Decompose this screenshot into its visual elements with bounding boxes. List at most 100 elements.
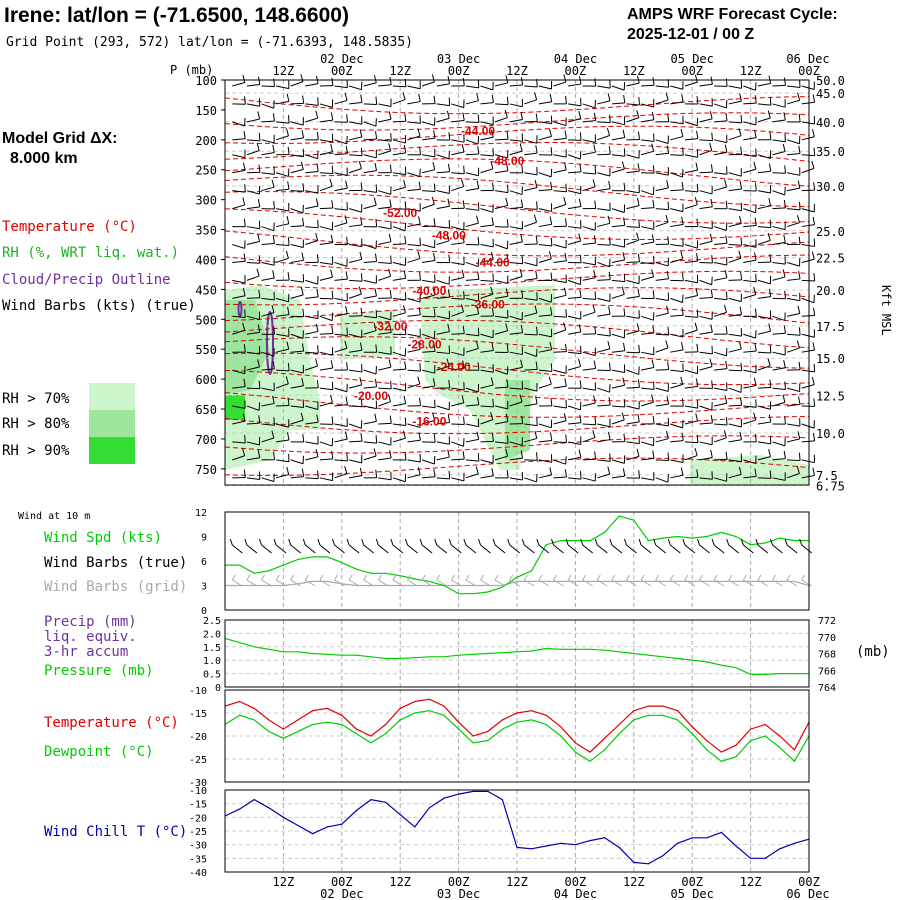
wind-barb bbox=[728, 172, 742, 177]
wind-barb bbox=[436, 154, 450, 160]
wind-barb-feather bbox=[650, 394, 654, 403]
surface-wind-barb-feather bbox=[302, 538, 306, 546]
pressure-line-point bbox=[750, 673, 752, 676]
wind-barb-feather bbox=[710, 198, 713, 207]
wind-barb bbox=[597, 153, 611, 156]
wind-barb bbox=[641, 119, 655, 123]
wind-barb-feather bbox=[694, 448, 698, 456]
wind-barb bbox=[451, 297, 465, 300]
wind-barb-feather bbox=[753, 412, 757, 421]
surface-wind-barb-feather bbox=[405, 538, 408, 546]
wind-barb-feather bbox=[419, 363, 421, 372]
wind-barb bbox=[261, 351, 275, 357]
wind-barb bbox=[684, 329, 698, 335]
wind-barb-feather bbox=[521, 381, 524, 390]
surface-wind-barb bbox=[436, 544, 448, 554]
wind-barb-feather bbox=[330, 269, 333, 278]
wind-barb bbox=[655, 369, 669, 371]
wind-barb-feather bbox=[754, 95, 757, 104]
wind-barb-feather bbox=[490, 286, 494, 295]
wind-barb bbox=[786, 438, 800, 443]
wind-barb bbox=[567, 279, 581, 286]
wind-barb bbox=[611, 384, 625, 389]
wind-barb-feather bbox=[491, 94, 494, 103]
wind-barb bbox=[553, 294, 567, 299]
wind-barb bbox=[641, 457, 655, 461]
dewpoint-line-point bbox=[750, 740, 752, 742]
grid-wind-barb bbox=[436, 579, 447, 587]
wind-barb-feather bbox=[651, 111, 655, 120]
wind-barb bbox=[757, 456, 771, 461]
wind-barb-feather bbox=[534, 179, 538, 188]
wind-barb bbox=[305, 365, 318, 371]
wind-barb bbox=[392, 172, 406, 176]
surface-wind-barb-feather bbox=[551, 538, 554, 546]
windchill-line-point bbox=[282, 816, 284, 818]
wind-barb-feather bbox=[344, 92, 348, 101]
wind-barb bbox=[480, 440, 494, 443]
wind-speed-line-point bbox=[487, 591, 489, 593]
wind-barb bbox=[436, 296, 450, 299]
wind-barb-feather bbox=[433, 218, 436, 227]
surface-wind-barb-feather bbox=[288, 538, 292, 546]
wind-barb bbox=[757, 205, 771, 210]
wind-barb bbox=[743, 85, 756, 91]
pressure-line-point bbox=[691, 659, 693, 661]
isotherm bbox=[224, 435, 810, 454]
wind-barb bbox=[509, 366, 523, 371]
grid-wind-barb bbox=[261, 579, 272, 587]
wind-barb bbox=[422, 225, 436, 228]
station-title: Irene: lat/lon = (-71.6500, 148.6600) bbox=[4, 4, 349, 27]
wind-barb bbox=[524, 277, 538, 281]
wind-barb bbox=[699, 149, 712, 156]
wind-barb bbox=[349, 279, 363, 282]
wind-barb bbox=[495, 103, 509, 106]
wind-barb bbox=[363, 369, 377, 375]
wind-barb-feather bbox=[739, 215, 742, 224]
surface-wind-barb bbox=[231, 544, 243, 554]
wind-barb bbox=[728, 297, 742, 303]
wind-barb bbox=[684, 385, 698, 389]
wind-barb bbox=[670, 172, 683, 178]
wind-barb bbox=[684, 476, 698, 479]
wind-barb-feather bbox=[417, 467, 421, 475]
wind-barb bbox=[670, 244, 684, 247]
wind-barb-feather bbox=[725, 451, 728, 460]
wind-barb bbox=[495, 138, 509, 141]
temperature-line-point bbox=[428, 698, 430, 700]
wind-barb-feather bbox=[433, 183, 436, 192]
top-hour-label: 12Z bbox=[623, 64, 645, 78]
wind-barb bbox=[553, 405, 567, 409]
wind-barb bbox=[290, 405, 304, 409]
windchill-panel-frame bbox=[224, 789, 810, 873]
wind-barb-feather bbox=[738, 128, 742, 136]
wind-barb bbox=[611, 279, 625, 283]
wind-barb bbox=[319, 297, 333, 300]
wind-barb-feather bbox=[316, 254, 319, 263]
wind-barb bbox=[757, 315, 771, 319]
grid-wind-barb-feather bbox=[801, 574, 806, 581]
wind-barb bbox=[276, 314, 290, 317]
wind-barb bbox=[801, 224, 815, 228]
wind-barb bbox=[275, 297, 289, 303]
wind-barb-feather bbox=[272, 361, 275, 369]
isotherm-label: -44.00 bbox=[461, 124, 495, 138]
wind-barb bbox=[597, 473, 610, 479]
wind-barb-feather bbox=[608, 180, 611, 189]
wind-barb-feather bbox=[594, 200, 597, 209]
wind-barb bbox=[451, 333, 465, 335]
wind-barb bbox=[524, 368, 538, 371]
grid-wind-barb bbox=[334, 579, 345, 587]
wind-barb-feather bbox=[739, 306, 743, 315]
wind-barb bbox=[494, 82, 508, 87]
wind-barb-feather bbox=[593, 112, 597, 121]
wind-barb bbox=[626, 154, 640, 159]
dewpoint-line-point bbox=[618, 733, 620, 735]
wind-barb-feather bbox=[330, 144, 334, 152]
wind-barb-feather bbox=[418, 397, 421, 406]
wind-barb-feather bbox=[563, 322, 567, 331]
wind-barb-feather bbox=[258, 255, 261, 264]
wind-barb bbox=[465, 188, 479, 192]
wind-grid-speed-line-point bbox=[458, 584, 460, 587]
